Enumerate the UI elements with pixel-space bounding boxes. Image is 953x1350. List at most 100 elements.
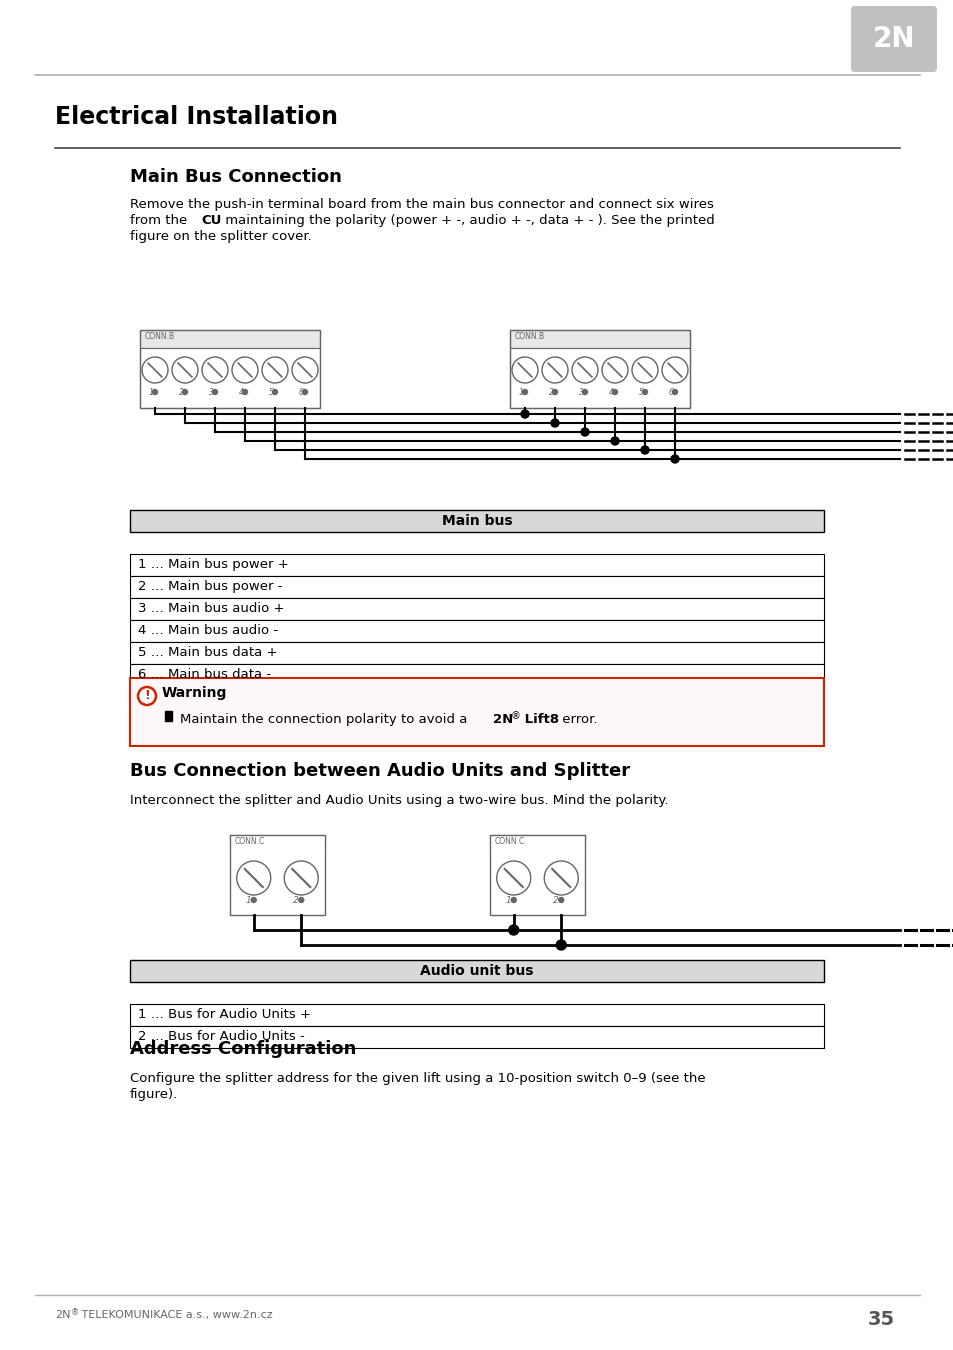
Circle shape xyxy=(273,390,277,394)
Bar xyxy=(510,329,689,348)
Text: 2N: 2N xyxy=(872,26,914,53)
Circle shape xyxy=(511,898,516,903)
Text: 1: 1 xyxy=(149,387,153,397)
Text: 35: 35 xyxy=(867,1310,894,1328)
Bar xyxy=(130,598,823,620)
Circle shape xyxy=(522,390,527,394)
Text: Main Bus Connection: Main Bus Connection xyxy=(130,167,341,186)
Text: 4 … Main bus audio -: 4 … Main bus audio - xyxy=(138,625,278,637)
Bar xyxy=(130,960,823,981)
Text: CONN.C: CONN.C xyxy=(495,837,525,846)
Text: 5: 5 xyxy=(269,387,274,397)
Circle shape xyxy=(601,356,627,383)
Circle shape xyxy=(172,356,198,383)
Text: CONN.B: CONN.B xyxy=(145,332,175,342)
Text: Configure the splitter address for the given lift using a 10-position switch 0–9: Configure the splitter address for the g… xyxy=(130,1072,705,1085)
Circle shape xyxy=(572,356,598,383)
Bar xyxy=(130,664,823,686)
Text: figure).: figure). xyxy=(130,1088,178,1102)
Circle shape xyxy=(138,687,156,705)
Circle shape xyxy=(641,390,647,394)
Circle shape xyxy=(661,356,687,383)
Circle shape xyxy=(213,390,217,394)
Circle shape xyxy=(251,898,256,903)
Text: 4: 4 xyxy=(239,387,244,397)
Text: Warning: Warning xyxy=(162,686,227,701)
Text: ®: ® xyxy=(71,1308,79,1318)
Text: 1: 1 xyxy=(246,896,252,905)
Circle shape xyxy=(556,940,566,950)
Text: Main bus: Main bus xyxy=(441,514,512,528)
Bar xyxy=(230,836,325,853)
Text: Audio unit bus: Audio unit bus xyxy=(420,964,533,977)
Text: 3 … Main bus audio +: 3 … Main bus audio + xyxy=(138,602,284,616)
Circle shape xyxy=(552,390,557,394)
Bar xyxy=(130,1004,823,1026)
Circle shape xyxy=(541,356,567,383)
Circle shape xyxy=(292,356,317,383)
Circle shape xyxy=(631,356,658,383)
Text: Bus Connection between Audio Units and Splitter: Bus Connection between Audio Units and S… xyxy=(130,761,630,780)
Circle shape xyxy=(302,390,307,394)
Text: CONN.C: CONN.C xyxy=(234,837,265,846)
Bar xyxy=(510,329,689,408)
Text: CU: CU xyxy=(201,215,221,227)
Text: figure on the splitter cover.: figure on the splitter cover. xyxy=(130,230,312,243)
Text: Lift8: Lift8 xyxy=(519,713,558,726)
Text: 3: 3 xyxy=(209,387,213,397)
Circle shape xyxy=(232,356,257,383)
Circle shape xyxy=(298,898,303,903)
Circle shape xyxy=(508,925,518,936)
Text: 5: 5 xyxy=(639,387,643,397)
Circle shape xyxy=(672,390,677,394)
Text: 5 … Main bus data +: 5 … Main bus data + xyxy=(138,647,277,660)
Circle shape xyxy=(580,428,588,436)
Circle shape xyxy=(640,446,648,454)
Text: 2 … Main bus power -: 2 … Main bus power - xyxy=(138,580,282,594)
Circle shape xyxy=(142,356,168,383)
Circle shape xyxy=(262,356,288,383)
Circle shape xyxy=(152,390,157,394)
Text: 4: 4 xyxy=(608,387,613,397)
Bar xyxy=(490,836,584,853)
Text: 1: 1 xyxy=(518,387,523,397)
Bar xyxy=(130,554,823,576)
Text: TELEKOMUNIKACE a.s., www.2n.cz: TELEKOMUNIKACE a.s., www.2n.cz xyxy=(78,1310,273,1320)
Text: !: ! xyxy=(144,690,150,702)
Text: maintaining the polarity (power + -, audio + -, data + - ). See the printed: maintaining the polarity (power + -, aud… xyxy=(221,215,714,227)
Circle shape xyxy=(497,861,530,895)
Circle shape xyxy=(182,390,188,394)
Text: 2: 2 xyxy=(553,896,558,905)
Circle shape xyxy=(558,898,563,903)
Bar xyxy=(130,678,823,747)
Bar xyxy=(490,836,584,915)
Text: 2N: 2N xyxy=(493,713,513,726)
Text: 1 … Main bus power +: 1 … Main bus power + xyxy=(138,559,289,571)
Text: 6: 6 xyxy=(298,387,304,397)
Circle shape xyxy=(512,356,537,383)
Text: Remove the push-in terminal board from the main bus connector and connect six wi: Remove the push-in terminal board from t… xyxy=(130,198,713,211)
FancyBboxPatch shape xyxy=(850,5,936,72)
Text: 2 … Bus for Audio Units -: 2 … Bus for Audio Units - xyxy=(138,1030,304,1044)
Text: 6: 6 xyxy=(668,387,673,397)
Bar xyxy=(130,576,823,598)
Circle shape xyxy=(284,861,318,895)
Bar xyxy=(130,620,823,643)
Polygon shape xyxy=(165,711,172,721)
Circle shape xyxy=(202,356,228,383)
Text: Address Configuration: Address Configuration xyxy=(130,1040,356,1058)
Circle shape xyxy=(520,410,529,418)
Text: Interconnect the splitter and Audio Units using a two-wire bus. Mind the polarit: Interconnect the splitter and Audio Unit… xyxy=(130,794,668,807)
Text: Electrical Installation: Electrical Installation xyxy=(55,105,337,130)
Bar xyxy=(230,836,325,915)
Bar xyxy=(130,510,823,532)
Text: 2: 2 xyxy=(548,387,554,397)
Text: from the: from the xyxy=(130,215,192,227)
Bar xyxy=(130,643,823,664)
Text: CONN.B: CONN.B xyxy=(515,332,544,342)
Bar xyxy=(140,329,319,408)
Text: 1: 1 xyxy=(505,896,511,905)
Circle shape xyxy=(242,390,247,394)
Text: 3: 3 xyxy=(578,387,583,397)
Text: 2: 2 xyxy=(293,896,298,905)
